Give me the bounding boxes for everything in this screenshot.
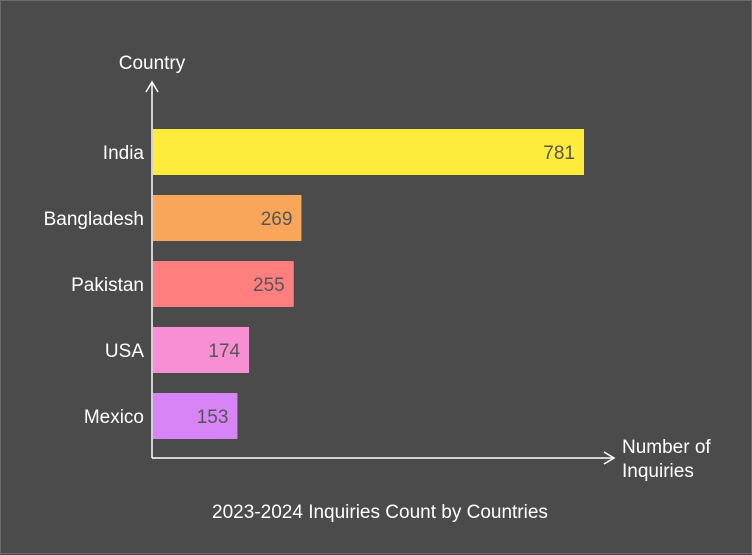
axes <box>145 80 616 465</box>
x-axis-title: Number of Inquiries <box>622 437 716 482</box>
bar-bangladesh <box>153 195 302 241</box>
bar-pakistan <box>153 261 294 307</box>
bar-mexico <box>153 393 238 439</box>
x-axis-arrow <box>603 451 616 465</box>
category-label-mexico: Mexico <box>84 407 144 428</box>
bar-usa <box>153 327 250 373</box>
x-axis-title-line-2: Inquiries <box>622 461 694 482</box>
chart-title: 2023-2024 Inquiries Count by Countries <box>212 502 548 523</box>
y-axis-title: Country <box>119 53 186 74</box>
value-label-india: 781 <box>543 143 575 164</box>
y-axis-arrow <box>145 80 159 93</box>
category-label-pakistan: Pakistan <box>71 275 144 296</box>
value-label-pakistan: 255 <box>253 275 285 296</box>
category-label-india: India <box>103 143 145 164</box>
category-label-bangladesh: Bangladesh <box>44 209 144 230</box>
value-label-mexico: 153 <box>197 407 229 428</box>
value-label-bangladesh: 269 <box>261 209 293 230</box>
category-label-usa: USA <box>105 341 144 362</box>
value-label-usa: 174 <box>208 341 240 362</box>
x-axis-title-line-1: Number of <box>622 437 711 458</box>
category-labels: India Bangladesh Pakistan USA Mexico <box>44 143 145 428</box>
bar-india <box>153 129 584 175</box>
bars-group: 781 269 255 174 153 <box>153 129 584 439</box>
